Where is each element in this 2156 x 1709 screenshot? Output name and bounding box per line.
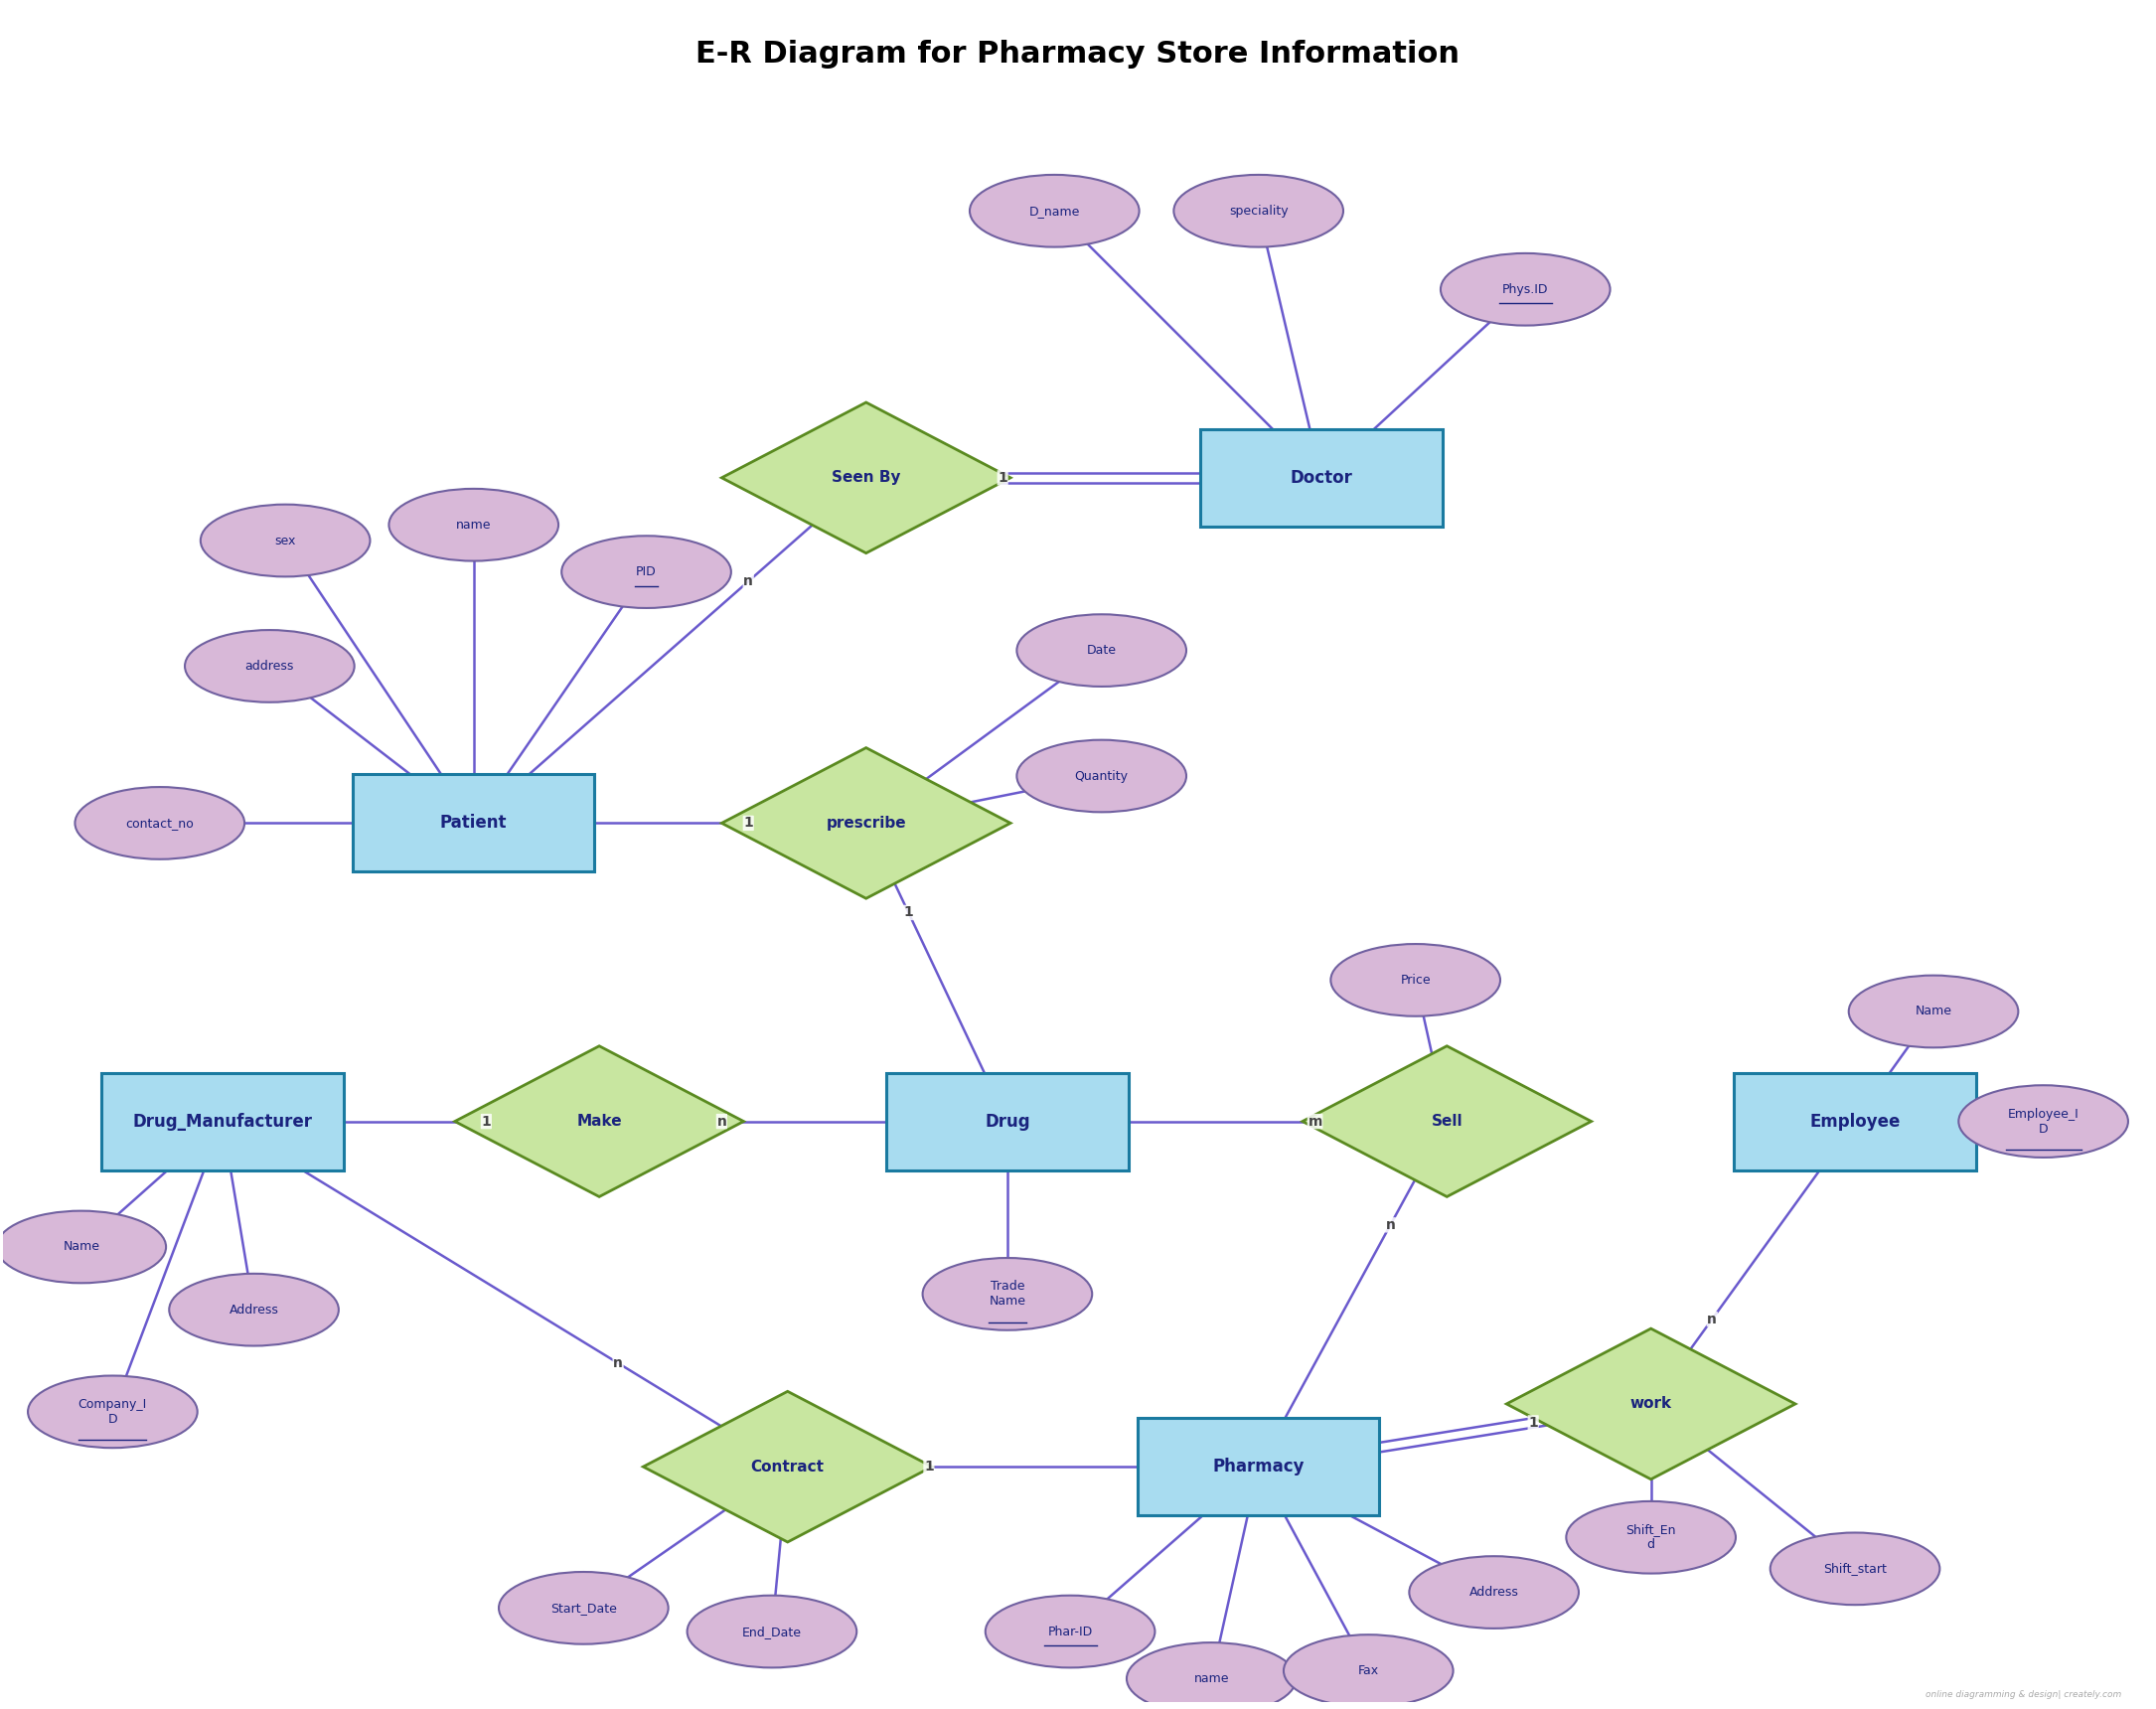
Text: Fax: Fax [1358,1665,1380,1677]
Text: Doctor: Doctor [1289,468,1352,487]
Ellipse shape [985,1596,1156,1668]
Text: name: name [457,518,492,531]
Text: Trade
Name: Trade Name [990,1280,1026,1307]
Ellipse shape [923,1258,1093,1330]
Ellipse shape [970,174,1138,248]
Text: n: n [1708,1313,1716,1326]
Text: contact_no: contact_no [125,817,194,829]
Ellipse shape [185,631,354,702]
Ellipse shape [1283,1636,1453,1707]
Text: n: n [744,574,752,588]
Text: speciality: speciality [1229,205,1287,217]
Ellipse shape [498,1572,668,1644]
Text: Employee: Employee [1809,1113,1899,1130]
Text: Name: Name [1915,1005,1951,1019]
Text: Patient: Patient [440,813,507,832]
Ellipse shape [75,788,244,860]
Text: Start_Date: Start_Date [550,1601,617,1615]
Text: Sell: Sell [1432,1114,1462,1130]
Text: Address: Address [229,1304,278,1316]
Text: Company_I
D: Company_I D [78,1398,147,1425]
Text: 1: 1 [744,817,752,831]
Ellipse shape [561,537,731,608]
Text: Price: Price [1399,974,1432,986]
Text: prescribe: prescribe [826,815,906,831]
Text: Phys.ID: Phys.ID [1503,284,1548,296]
Text: Shift_start: Shift_start [1824,1562,1886,1576]
Ellipse shape [168,1273,338,1347]
Text: Name: Name [63,1241,99,1253]
Ellipse shape [1848,976,2018,1048]
Text: address: address [246,660,293,673]
Text: Make: Make [576,1114,621,1130]
Polygon shape [1302,1046,1591,1196]
Text: work: work [1630,1396,1671,1412]
Ellipse shape [1410,1557,1578,1629]
FancyBboxPatch shape [1733,1073,1975,1171]
Text: Employee_I
D: Employee_I D [2007,1107,2078,1135]
Text: n: n [612,1357,623,1371]
Ellipse shape [1565,1501,1736,1574]
Ellipse shape [1330,943,1501,1017]
Text: Address: Address [1468,1586,1518,1598]
Polygon shape [722,749,1011,899]
Text: n: n [1386,1219,1395,1232]
Text: Date: Date [1087,644,1117,656]
Text: E-R Diagram for Pharmacy Store Information: E-R Diagram for Pharmacy Store Informati… [696,39,1460,68]
Polygon shape [1507,1328,1796,1480]
Ellipse shape [1173,174,1343,248]
Text: online diagramming & design| creately.com: online diagramming & design| creately.co… [1925,1690,2122,1699]
Ellipse shape [1440,253,1611,325]
FancyBboxPatch shape [1201,429,1442,526]
Text: Shift_En
d: Shift_En d [1626,1523,1675,1552]
Text: PID: PID [636,566,658,578]
Text: Phar-ID: Phar-ID [1048,1625,1093,1637]
Ellipse shape [28,1376,198,1448]
FancyBboxPatch shape [101,1073,343,1171]
Polygon shape [722,402,1011,554]
Text: name: name [1194,1671,1229,1685]
Text: Drug_Manufacturer: Drug_Manufacturer [134,1113,313,1130]
Text: Drug: Drug [985,1113,1031,1130]
Text: Quantity: Quantity [1074,769,1128,783]
Ellipse shape [1018,740,1186,812]
Text: 1: 1 [481,1114,492,1128]
Text: Pharmacy: Pharmacy [1212,1458,1304,1475]
FancyBboxPatch shape [354,774,595,872]
Text: Seen By: Seen By [832,470,901,485]
Ellipse shape [201,504,371,576]
Text: D_name: D_name [1028,205,1080,217]
Ellipse shape [1128,1642,1296,1709]
Text: Contract: Contract [750,1459,824,1475]
Text: n: n [716,1114,727,1128]
Text: sex: sex [274,535,295,547]
Text: End_Date: End_Date [742,1625,802,1637]
Ellipse shape [688,1596,856,1668]
Text: 1: 1 [1529,1415,1537,1430]
Ellipse shape [388,489,558,561]
Ellipse shape [1770,1533,1940,1605]
Text: 1: 1 [903,906,914,919]
Ellipse shape [1018,614,1186,687]
Polygon shape [455,1046,744,1196]
Ellipse shape [1958,1085,2128,1157]
Ellipse shape [0,1212,166,1283]
FancyBboxPatch shape [886,1073,1128,1171]
FancyBboxPatch shape [1138,1418,1380,1516]
Text: m: m [1309,1114,1322,1128]
Text: 1: 1 [925,1459,934,1473]
Polygon shape [642,1391,931,1542]
Text: 1: 1 [998,470,1007,485]
